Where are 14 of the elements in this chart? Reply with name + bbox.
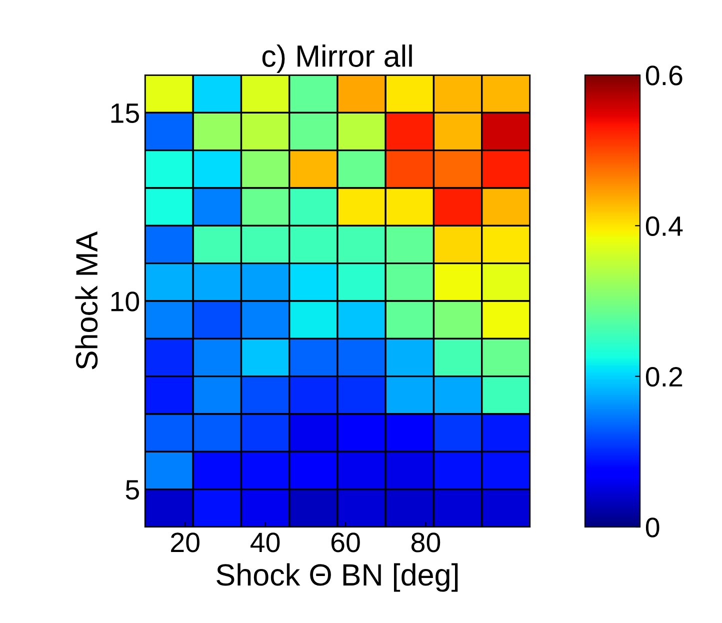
- x-tick-label: 40: [250, 532, 280, 552]
- y-axis-title: Shock MA: [75, 231, 98, 370]
- color-bar-label: 0.6: [646, 66, 682, 86]
- color-bar-label: 0: [646, 518, 660, 538]
- color-bar-label: 0.4: [646, 216, 683, 236]
- y-tick-label: 15: [111, 104, 139, 124]
- x-tick-label: 80: [411, 532, 440, 552]
- x-tick-label: 20: [171, 532, 200, 552]
- y-tick-label: 5: [126, 480, 139, 500]
- x-tick-label: 60: [331, 532, 360, 552]
- y-tick-label: 10: [111, 292, 140, 312]
- chart-title: c) Mirror all: [262, 44, 412, 73]
- x-axis-title: Shock Θ BN [deg]: [216, 563, 458, 592]
- color-bar-label: 0.2: [646, 367, 682, 387]
